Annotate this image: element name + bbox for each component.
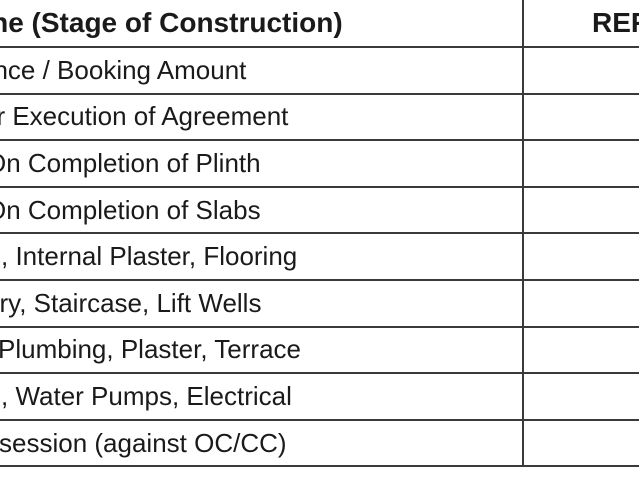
table-row: s, Internal Plaster, Flooring bbox=[0, 232, 639, 281]
stage-text: On Completion of Slabs bbox=[0, 194, 261, 225]
ref-cell bbox=[522, 92, 639, 142]
table-row: Plumbing, Plaster, Terrace bbox=[0, 325, 639, 375]
stage-text: Plumbing, Plaster, Terrace bbox=[0, 334, 301, 365]
table-row: s, Water Pumps, Electrical bbox=[0, 372, 639, 421]
table-row: ssession (against OC/CC) bbox=[0, 418, 639, 468]
ref-cell bbox=[522, 418, 639, 468]
stage-cell: vance / Booking Amount bbox=[0, 46, 524, 95]
table-row: On Completion of Plinth bbox=[0, 139, 639, 188]
table-row: er Execution of Agreement bbox=[0, 92, 639, 142]
stage-cell: s, Internal Plaster, Flooring bbox=[0, 232, 524, 281]
stage-text: er Execution of Agreement bbox=[0, 101, 289, 132]
stage-text: On Completion of Plinth bbox=[0, 147, 261, 178]
stage-text: s, Water Pumps, Electrical bbox=[0, 380, 292, 411]
ref-header-label: REF bbox=[592, 7, 639, 38]
stage-text: vance / Booking Amount bbox=[1, 54, 247, 85]
stage-header-label: one (Stage of Construction) bbox=[0, 7, 343, 38]
payment-schedule-table: one (Stage of Construction) REF vance / … bbox=[0, 0, 639, 468]
ref-cell bbox=[522, 325, 639, 375]
stage-column-header: one (Stage of Construction) bbox=[0, 0, 524, 48]
ref-column-header: REF bbox=[522, 0, 639, 48]
ref-cell bbox=[522, 278, 639, 328]
ref-cell bbox=[522, 232, 639, 281]
stage-cell: On Completion of Plinth bbox=[0, 139, 524, 188]
stage-cell: On Completion of Slabs bbox=[0, 185, 524, 235]
table-row: vance / Booking Amount bbox=[0, 46, 639, 95]
table-body: vance / Booking Amount er Execution of A… bbox=[0, 46, 639, 468]
stage-cell: s, Water Pumps, Electrical bbox=[0, 372, 524, 421]
table-row: On Completion of Slabs bbox=[0, 185, 639, 235]
stage-text: itary, Staircase, Lift Wells bbox=[0, 287, 262, 318]
ref-cell bbox=[522, 139, 639, 188]
stage-cell: er Execution of Agreement bbox=[0, 92, 524, 142]
stage-text: s, Internal Plaster, Flooring bbox=[0, 241, 298, 272]
table-row: itary, Staircase, Lift Wells bbox=[0, 278, 639, 328]
header-row: one (Stage of Construction) REF bbox=[0, 0, 639, 48]
stage-text: ssession (against OC/CC) bbox=[0, 427, 287, 458]
stage-cell: itary, Staircase, Lift Wells bbox=[0, 278, 524, 328]
ref-cell bbox=[522, 46, 639, 95]
stage-cell: ssession (against OC/CC) bbox=[0, 418, 524, 468]
stage-cell: Plumbing, Plaster, Terrace bbox=[0, 325, 524, 375]
table-header: one (Stage of Construction) REF bbox=[0, 0, 639, 48]
ref-cell bbox=[522, 185, 639, 235]
ref-cell bbox=[522, 372, 639, 421]
